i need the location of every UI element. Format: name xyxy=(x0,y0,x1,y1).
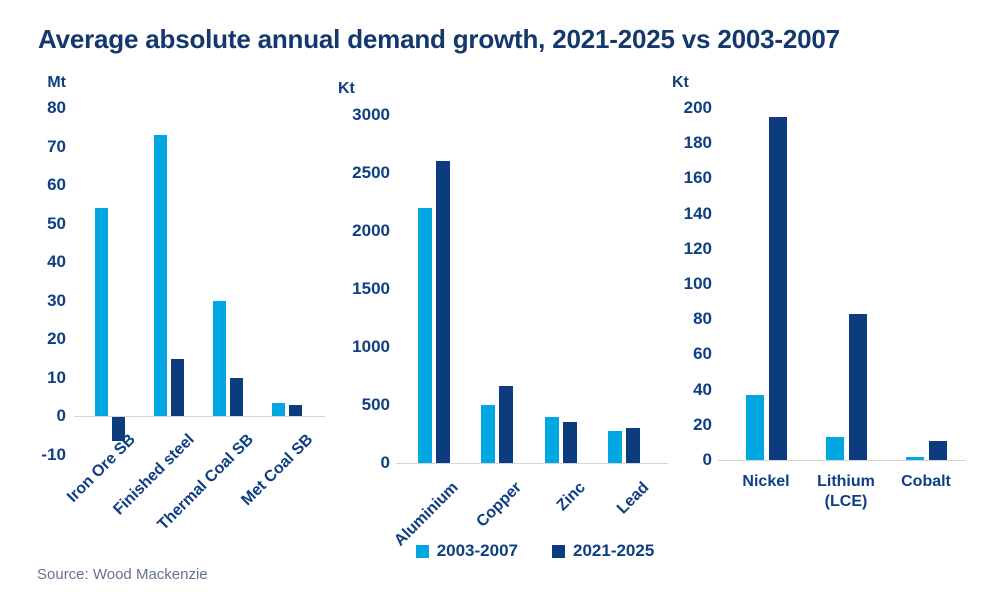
y-axis-tick: 0 xyxy=(56,406,66,426)
y-axis-unit-label: Kt xyxy=(672,74,689,91)
bar-2021-2025-1 xyxy=(499,386,514,463)
bar-2003-2007-2 xyxy=(544,416,559,463)
y-axis-tick: 0 xyxy=(702,450,712,469)
bar-2003-2007-2 xyxy=(905,457,924,460)
x-axis-label: Lithium (LCE) xyxy=(817,473,875,510)
legend-swatch-2021-2025 xyxy=(552,544,565,558)
bar-2003-2007-1 xyxy=(481,405,496,463)
legend-swatch-2003-2007 xyxy=(415,544,429,558)
bar-2021-2025-2 xyxy=(230,377,244,417)
y-axis-tick: 100 xyxy=(683,274,712,293)
y-axis-tick: 3000 xyxy=(352,105,390,124)
legend-label-2003-2007: 2003-2007 xyxy=(436,541,518,560)
legend-item-2003-2007: 2003-2007 xyxy=(415,541,518,561)
y-axis-tick: 120 xyxy=(683,238,712,258)
y-axis-tick: 180 xyxy=(683,133,712,153)
y-axis-tick: -10 xyxy=(41,445,66,464)
y-axis-tick: 50 xyxy=(47,213,66,233)
bar-2003-2007-1 xyxy=(825,437,844,460)
y-axis-tick: 2000 xyxy=(352,221,390,240)
bar-2003-2007-3 xyxy=(608,430,623,463)
bar-2021-2025-0 xyxy=(435,161,450,463)
bar-2003-2007-0 xyxy=(745,394,764,460)
x-axis-line xyxy=(396,463,668,464)
bar-2021-2025-0 xyxy=(768,116,787,460)
y-axis-tick: 20 xyxy=(47,329,66,349)
bar-2003-2007-2 xyxy=(213,300,227,417)
y-axis-tick: 70 xyxy=(47,136,66,156)
legend-label-2021-2025: 2021-2025 xyxy=(573,541,655,560)
bar-2021-2025-1 xyxy=(848,313,867,460)
chart-legend: 2003-2007 2021-2025 xyxy=(395,541,675,561)
legend-item-2021-2025: 2021-2025 xyxy=(552,541,654,561)
y-axis-unit-label: Kt xyxy=(338,80,355,97)
y-axis-tick: 1500 xyxy=(352,279,390,298)
y-axis-tick: 2500 xyxy=(352,163,390,182)
bar-2021-2025-3 xyxy=(289,404,303,417)
y-axis-unit-label: Mt xyxy=(47,74,66,91)
bar-2003-2007-0 xyxy=(417,207,432,463)
bar-2021-2025-2 xyxy=(928,440,947,460)
x-axis-label: Nickel xyxy=(742,473,790,490)
y-axis-tick: 80 xyxy=(693,309,712,329)
y-axis-tick: 60 xyxy=(693,344,712,364)
bar-2021-2025-3 xyxy=(626,428,641,463)
source-note: Source: Wood Mackenzie xyxy=(37,566,208,583)
x-axis-label: Cobalt xyxy=(901,473,951,490)
y-axis-tick: 80 xyxy=(47,98,66,117)
bar-2003-2007-0 xyxy=(94,208,108,417)
bar-2021-2025-0 xyxy=(111,417,125,441)
x-axis-line xyxy=(74,416,325,418)
y-axis-tick: 200 xyxy=(683,98,712,117)
x-axis-line xyxy=(718,460,966,461)
bar-2003-2007-3 xyxy=(272,402,286,417)
chart-title: Average absolute annual demand growth, 2… xyxy=(38,24,840,54)
y-axis-tick: 40 xyxy=(693,379,712,399)
y-axis-tick: 30 xyxy=(47,290,66,310)
y-axis-tick: 40 xyxy=(47,252,66,272)
bar-2021-2025-2 xyxy=(562,422,577,463)
bar-2021-2025-1 xyxy=(170,358,184,417)
y-axis-tick: 1000 xyxy=(352,337,390,356)
y-axis-tick: 160 xyxy=(683,168,712,188)
y-axis-tick: 10 xyxy=(47,367,66,387)
bar-2003-2007-1 xyxy=(153,134,167,417)
y-axis-tick: 140 xyxy=(683,203,712,223)
y-axis-tick: 60 xyxy=(47,175,66,195)
y-axis-tick: 0 xyxy=(380,453,390,472)
y-axis-tick: 500 xyxy=(361,395,390,414)
y-axis-tick: 20 xyxy=(693,414,712,434)
